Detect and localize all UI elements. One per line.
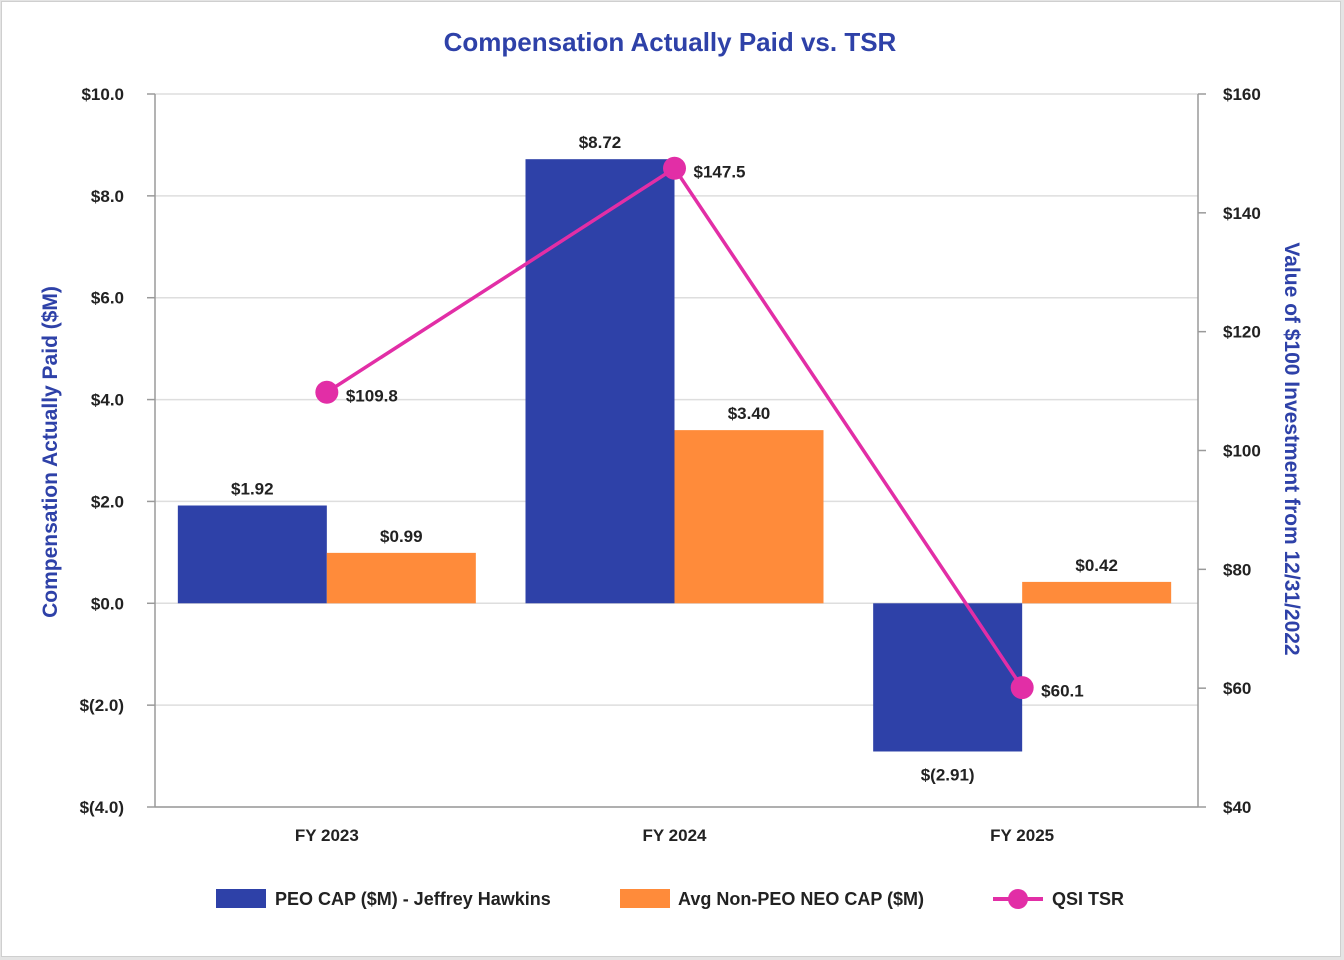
axes: $10.0 $8.0 $6.0 $4.0 $2.0 $0.0 $(2.0) $(4.0) $16… xyxy=(80,85,1261,845)
left-tick-label: $8.0 xyxy=(91,187,124,206)
left-tick-label: $0.0 xyxy=(91,594,124,613)
left-axis-title: Compensation Actually Paid ($M) xyxy=(39,286,62,618)
bar-data-label: $0.42 xyxy=(1075,556,1118,575)
left-tick-label: $(2.0) xyxy=(80,696,124,715)
bar-data-label: $8.72 xyxy=(579,133,622,152)
bars xyxy=(177,159,1172,752)
left-tick-label: $(4.0) xyxy=(80,798,124,817)
category-label: FY 2023 xyxy=(295,826,359,845)
right-tick-label: $160 xyxy=(1223,85,1261,104)
tsr-point xyxy=(1010,676,1034,700)
right-tick-label: $80 xyxy=(1223,560,1251,579)
right-tick-label: $40 xyxy=(1223,798,1251,817)
left-tick-label: $6.0 xyxy=(91,289,124,308)
bar-data-label: $1.92 xyxy=(231,480,274,499)
right-tick-label: $140 xyxy=(1223,204,1261,223)
tsr-point xyxy=(315,380,339,404)
category-label: FY 2024 xyxy=(643,826,708,845)
legend-swatch-peo xyxy=(216,889,266,908)
chart-title: Compensation Actually Paid vs. TSR xyxy=(444,27,897,57)
left-tick-label: $2.0 xyxy=(91,492,124,511)
bar-data-label: $3.40 xyxy=(728,404,771,423)
tsr-data-label: $109.8 xyxy=(346,386,398,405)
bar-peo-cap xyxy=(873,603,1023,752)
tsr-data-label: $60.1 xyxy=(1041,682,1084,701)
bar-peo-cap xyxy=(177,505,327,604)
legend-marker-tsr xyxy=(1008,889,1028,909)
left-tick-label: $4.0 xyxy=(91,391,124,410)
tsr-data-label: $147.5 xyxy=(694,162,746,181)
left-tick-label: $10.0 xyxy=(81,85,124,104)
legend-label-tsr: QSI TSR xyxy=(1052,889,1124,909)
legend-swatch-neo xyxy=(620,889,670,908)
bar-data-label: $0.99 xyxy=(380,527,423,546)
right-tick-label: $100 xyxy=(1223,442,1261,461)
right-tick-label: $60 xyxy=(1223,679,1251,698)
tsr-point xyxy=(663,156,686,180)
bar-neo-cap xyxy=(674,430,824,604)
bar-neo-cap xyxy=(1022,581,1172,604)
tsr-line xyxy=(315,156,1034,700)
data-labels: $1.92 $0.99 $8.72 $3.40 $(2.91) $0.42 $109.8 $1… xyxy=(231,133,1118,784)
right-axis-title: Value of $100 Investment from 12/31/2022 xyxy=(1280,242,1303,655)
category-label: FY 2025 xyxy=(990,826,1054,845)
bar-peo-cap xyxy=(525,159,675,604)
legend-label-neo: Avg Non-PEO NEO CAP ($M) xyxy=(678,889,924,909)
bar-neo-cap xyxy=(326,552,476,604)
legend-label-peo: PEO CAP ($M) - Jeffrey Hawkins xyxy=(275,889,551,909)
right-tick-label: $120 xyxy=(1223,323,1261,342)
legend: PEO CAP ($M) - Jeffrey Hawkins Avg Non-P… xyxy=(216,889,1124,909)
bar-data-label: $(2.91) xyxy=(921,765,975,784)
